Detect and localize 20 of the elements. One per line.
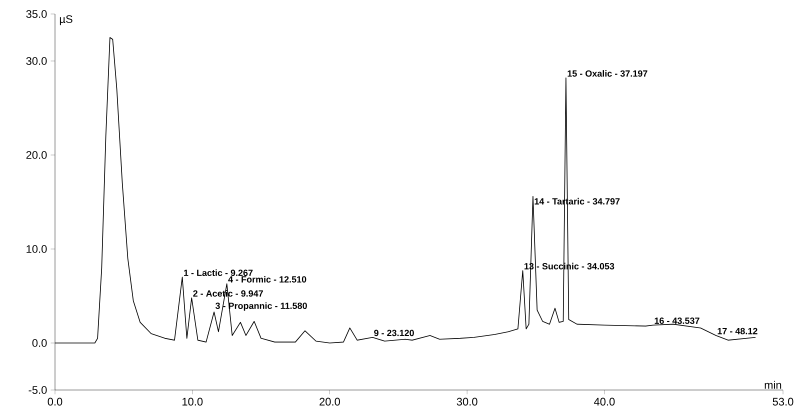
annotation: 4 - Formic - 12.510 (228, 276, 306, 283)
x-tick-label: 53.0 (772, 398, 794, 406)
x-tick-label: 0.0 (48, 398, 62, 406)
annotation: 1 - Lactic - 9.267 (184, 269, 253, 276)
x-tick-label: 40.0 (594, 398, 615, 406)
y-tick-label: 10.0 (26, 245, 47, 253)
annotation: 17 - 48.12 (718, 328, 758, 334)
y-axis-title: µS (60, 15, 72, 26)
x-tick-label: 10.0 (182, 398, 203, 406)
x-tick-label: 20.0 (320, 398, 340, 406)
x-tick-label: 30.0 (456, 398, 478, 406)
y-tick-label: 20.0 (26, 151, 47, 159)
annotation: 16 - 43.537 (654, 318, 700, 324)
annotation: 15 - Oxalic - 37.197 (568, 70, 648, 77)
y-tick-label: 30.0 (26, 57, 47, 65)
y-tick-label: 0.0 (32, 339, 47, 347)
y-tick-label: 35.0 (26, 10, 47, 18)
y-tick-label: -5.0 (28, 386, 47, 394)
x-axis-title: min (764, 380, 782, 389)
annotation: 9 - 23.120 (374, 330, 414, 336)
